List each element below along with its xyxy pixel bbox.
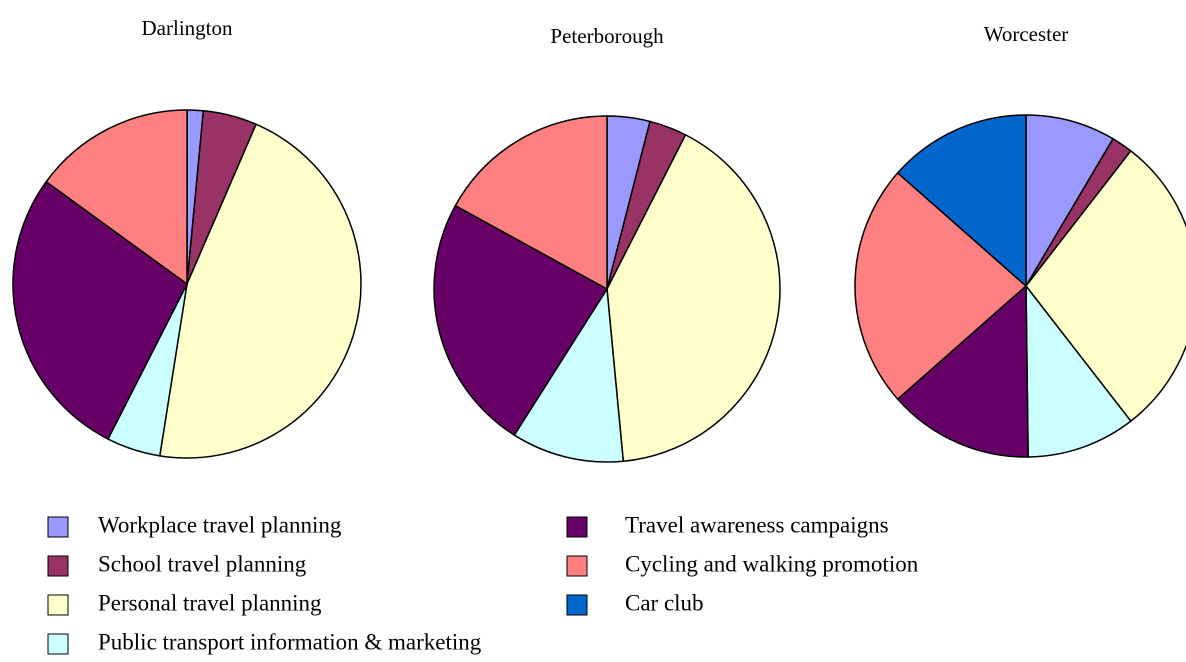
- legend-label: Workplace travel planning: [98, 512, 342, 537]
- pie-slice: [513, 286, 625, 463]
- pie-slice: [1025, 283, 1132, 458]
- legend-label: Personal travel planning: [98, 590, 322, 615]
- legend-swatch: [47, 594, 69, 616]
- legend-swatch: [47, 555, 69, 577]
- legend-swatch: [566, 594, 588, 616]
- pie-slice: [1025, 149, 1186, 423]
- legend-label: Car club: [625, 590, 704, 615]
- legend-label: Public transport information & marketing: [98, 629, 482, 654]
- pie-slice: [158, 123, 362, 459]
- pie-slice: [12, 180, 188, 441]
- pie-slice: [45, 109, 188, 286]
- legend-swatch: [47, 633, 69, 655]
- legend-swatch: [566, 555, 588, 577]
- pie-slice: [454, 115, 608, 291]
- chart-title: Worcester: [984, 22, 1069, 46]
- chart-title: Darlington: [142, 16, 233, 40]
- legend-label: School travel planning: [98, 551, 307, 576]
- pie-slice: [896, 284, 1029, 458]
- pie-slice: [896, 114, 1027, 288]
- pie-slice: [1025, 114, 1115, 289]
- legend-label: Cycling and walking promotion: [625, 551, 919, 576]
- pie-slice: [854, 171, 1028, 401]
- pie-slice: [433, 204, 609, 437]
- legend-swatch: [566, 516, 588, 538]
- legend-swatch: [47, 516, 69, 538]
- pie-slice: [606, 133, 781, 463]
- legend-label: Travel awareness campaigns: [625, 512, 889, 537]
- chart-title: Peterborough: [550, 24, 664, 48]
